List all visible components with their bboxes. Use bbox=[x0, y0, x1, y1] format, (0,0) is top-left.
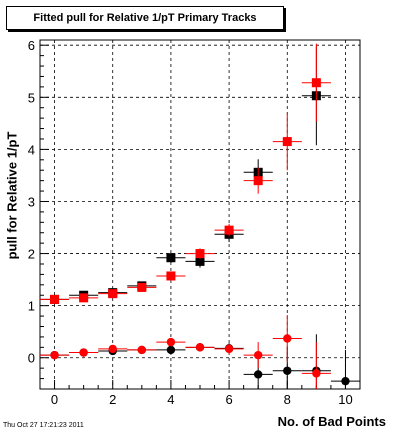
y-tick-label: 3 bbox=[28, 194, 35, 209]
x-tick-label: 10 bbox=[338, 392, 352, 407]
square-marker bbox=[224, 225, 234, 235]
series-2 bbox=[40, 43, 331, 304]
timestamp: Thu Oct 27 17:21:23 2011 bbox=[3, 422, 84, 429]
circle-marker bbox=[166, 345, 176, 355]
data-series bbox=[40, 43, 360, 389]
y-tick-label: 2 bbox=[28, 247, 35, 262]
x-tick-label: 0 bbox=[51, 392, 58, 407]
square-marker bbox=[137, 282, 147, 292]
y-axis-label: pull for Relative 1/pT bbox=[4, 131, 20, 259]
circle-marker bbox=[166, 337, 176, 347]
circle-marker bbox=[108, 344, 117, 354]
square-marker bbox=[195, 249, 205, 259]
x-tick-label: 8 bbox=[284, 392, 291, 407]
square-marker bbox=[50, 294, 60, 304]
circle-marker bbox=[50, 350, 59, 360]
y-tick-label: 5 bbox=[28, 90, 35, 105]
x-axis-label: No. of Bad Points bbox=[277, 414, 386, 429]
x-tick-label: 2 bbox=[109, 392, 116, 407]
y-tick-label: 4 bbox=[28, 142, 35, 157]
square-marker bbox=[166, 271, 176, 281]
series-3 bbox=[40, 334, 360, 389]
circle-marker bbox=[312, 369, 321, 378]
circle-marker bbox=[341, 376, 350, 386]
circle-marker bbox=[137, 345, 147, 355]
circle-marker bbox=[195, 343, 205, 352]
x-tick-label: 6 bbox=[225, 392, 232, 407]
axis-ticks: 0 2 4 6 8 10 0 1 2 3 4 5 6 bbox=[28, 38, 361, 407]
circle-marker bbox=[283, 366, 292, 375]
circle-marker bbox=[253, 350, 263, 360]
chart-title: Fitted pull for Relative 1/pT Primary Tr… bbox=[6, 6, 284, 30]
square-marker bbox=[108, 289, 118, 299]
y-tick-label: 0 bbox=[28, 351, 35, 366]
series-4 bbox=[40, 315, 331, 389]
y-tick-label: 1 bbox=[28, 299, 35, 314]
circle-marker bbox=[79, 348, 88, 357]
circle-marker bbox=[253, 370, 263, 379]
circle-marker bbox=[283, 334, 292, 343]
chart-title-text: Fitted pull for Relative 1/pT Primary Tr… bbox=[33, 12, 257, 24]
circle-marker bbox=[224, 344, 234, 354]
square-marker bbox=[79, 293, 89, 303]
square-marker bbox=[253, 176, 263, 186]
y-tick-label: 6 bbox=[28, 38, 35, 53]
square-marker bbox=[166, 253, 176, 263]
square-marker bbox=[195, 256, 205, 266]
square-marker bbox=[311, 78, 321, 88]
x-tick-label: 4 bbox=[167, 392, 174, 407]
square-marker bbox=[282, 137, 292, 147]
